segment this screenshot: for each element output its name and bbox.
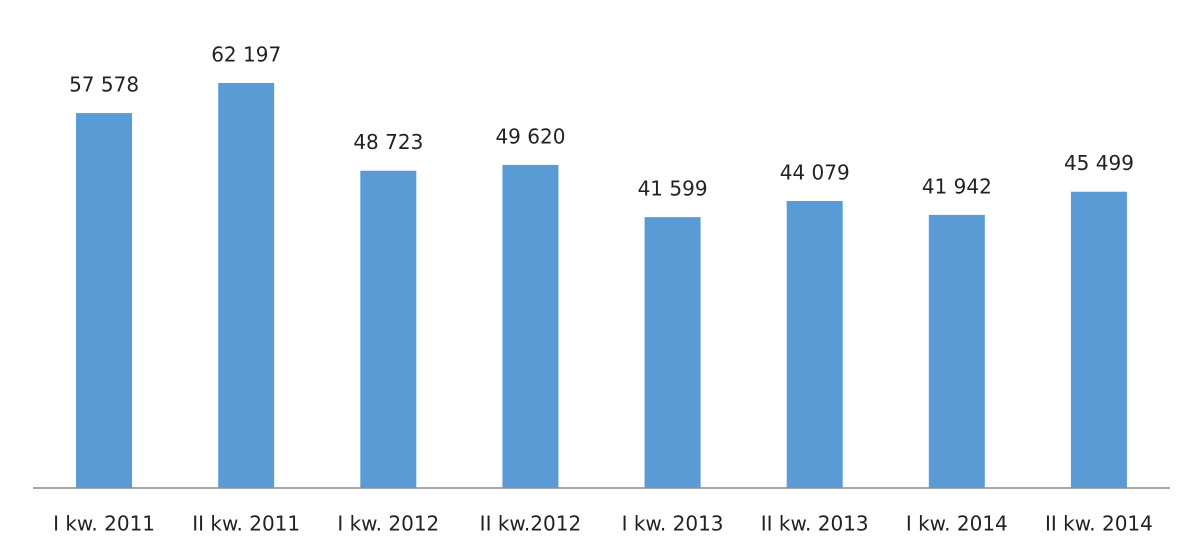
bar xyxy=(76,113,133,488)
x-tick-label: I kw. 2014 xyxy=(906,512,1008,536)
value-label: 49 620 xyxy=(495,124,565,148)
value-label: 45 499 xyxy=(1064,151,1134,175)
value-label: 41 599 xyxy=(638,177,708,201)
x-tick-label: II kw. 2011 xyxy=(192,512,300,536)
bar xyxy=(1070,191,1127,488)
bar xyxy=(644,217,701,488)
x-tick-label: I kw. 2013 xyxy=(622,512,724,536)
value-label: 44 079 xyxy=(780,160,850,184)
value-label: 48 723 xyxy=(353,130,423,154)
bar xyxy=(218,83,275,488)
x-tick-label: I kw. 2011 xyxy=(53,512,155,536)
value-label: 41 942 xyxy=(922,174,992,198)
bar xyxy=(502,164,559,488)
bar xyxy=(786,200,843,488)
bar xyxy=(928,214,985,488)
value-label: 57 578 xyxy=(69,73,139,97)
value-label: 62 197 xyxy=(211,43,281,67)
x-tick-label: II kw. 2014 xyxy=(1045,512,1153,536)
x-tick-label: II kw. 2013 xyxy=(761,512,869,536)
x-tick-label: II kw.2012 xyxy=(480,512,582,536)
bar xyxy=(360,170,417,488)
x-tick-label: I kw. 2012 xyxy=(337,512,439,536)
